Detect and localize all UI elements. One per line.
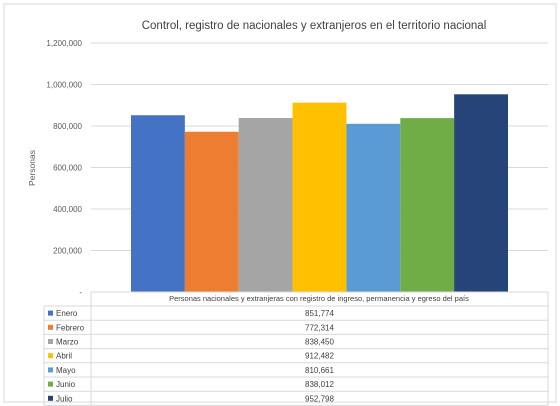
- category-label: Personas nacionales y extranjeras con re…: [169, 294, 469, 303]
- legend-key: [48, 310, 53, 316]
- y-tick-label: 200,000: [53, 247, 82, 256]
- data-label: 838,012: [305, 380, 334, 389]
- bar-febrero: [184, 131, 239, 292]
- data-label: 810,661: [305, 366, 334, 375]
- legend-key: [48, 367, 53, 373]
- table-row: Marzo 838,450: [48, 338, 335, 347]
- legend-label: Julio: [56, 394, 73, 403]
- y-tick-label: 1,000,000: [46, 81, 82, 90]
- y-tick-label: -: [79, 288, 82, 297]
- y-axis-ticks: - 200,000 400,000 600,000 800,000 1,000,000 1,…: [46, 39, 82, 297]
- data-table: Personas nacionales y extranjeras con re…: [43, 291, 549, 406]
- data-label: 952,798: [305, 394, 334, 403]
- data-label: 851,774: [305, 309, 334, 318]
- legend-key: [48, 353, 53, 359]
- bar-julio: [454, 94, 508, 292]
- legend-key: [48, 395, 53, 401]
- bar-junio: [400, 118, 455, 292]
- legend-label: Marzo: [56, 338, 79, 347]
- y-tick-label: 1,200,000: [46, 39, 82, 48]
- legend-label: Mayo: [56, 366, 76, 375]
- legend-label: Junio: [56, 380, 76, 389]
- table-row: Julio 952,798: [48, 394, 335, 403]
- legend-key: [48, 381, 53, 387]
- table-row: Junio 838,012: [48, 380, 335, 389]
- bar-mayo: [346, 123, 401, 292]
- table-row: Abril 912,482: [48, 352, 335, 361]
- bar-abril: [292, 102, 347, 292]
- y-tick-label: 800,000: [53, 122, 82, 131]
- data-label: 912,482: [305, 352, 334, 361]
- data-label: 838,450: [305, 338, 334, 347]
- y-axis-label: Personas: [27, 150, 37, 186]
- legend-label: Febrero: [56, 323, 85, 332]
- table-row: Febrero 772,314: [48, 323, 335, 332]
- bars: [131, 94, 508, 292]
- data-label: 772,314: [305, 323, 334, 332]
- legend-key: [48, 339, 53, 344]
- legend-label: Enero: [56, 309, 78, 318]
- chart-title: Control, registro de nacionales y extran…: [142, 20, 487, 32]
- legend-key: [48, 324, 53, 330]
- bar-enero: [131, 115, 185, 292]
- bar-marzo: [238, 118, 293, 292]
- y-tick-label: 400,000: [53, 205, 82, 214]
- y-tick-label: 600,000: [53, 164, 82, 173]
- legend-label: Abril: [56, 352, 72, 361]
- table-row: Mayo 810,661: [48, 366, 335, 375]
- table-row: Enero 851,774: [48, 309, 335, 318]
